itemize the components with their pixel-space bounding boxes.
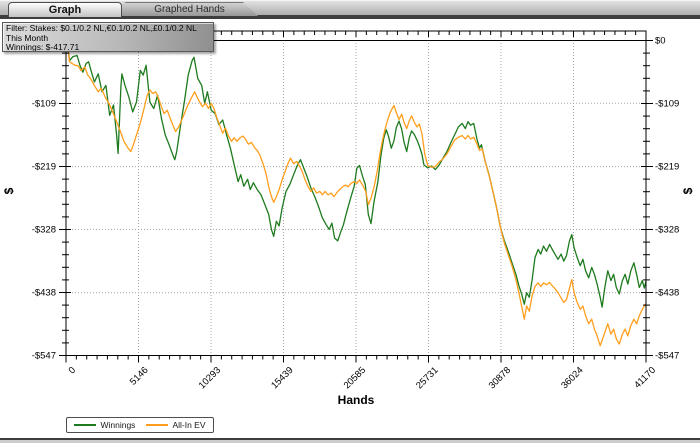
legend-label-winnings: Winnings <box>100 420 136 430</box>
bottom-frame-pad <box>0 440 700 443</box>
y-tick-labels: $0$0-$109-$109-$219-$219-$328-$328-$438-… <box>32 36 680 362</box>
all-in-ev-line <box>66 40 646 347</box>
svg-text:-$438: -$438 <box>32 288 56 299</box>
svg-text:-$219: -$219 <box>32 162 56 173</box>
legend-entry-winnings: Winnings <box>74 420 135 430</box>
svg-text:-$547: -$547 <box>32 351 56 362</box>
svg-text:$0: $0 <box>655 36 666 47</box>
svg-text:-$547: -$547 <box>655 351 679 362</box>
legend: Winnings All-In EV <box>66 417 214 433</box>
filter-period-line: This Month <box>6 32 49 43</box>
winnings-line-swatch <box>74 424 97 426</box>
y-axis-title-left: $ <box>2 187 16 195</box>
filter-winnings-line: Winnings: $-417.71 <box>6 42 80 52</box>
tab-graph[interactable]: Graph <box>8 2 122 17</box>
filter-stakes-line: Filter: Stakes: $0.1/0.2 NL,€0.1/0.2 NL,… <box>6 23 197 33</box>
winnings-line <box>66 40 646 308</box>
allin-ev-line-swatch <box>146 424 169 426</box>
tab-graphed-hands-label: Graphed Hands <box>154 4 225 15</box>
svg-text:-$109: -$109 <box>32 98 56 109</box>
svg-text:25731: 25731 <box>414 365 440 391</box>
gridlines <box>66 31 646 356</box>
x-tick-labels: 0 5146 10293 15439 20585 25731 30878 36024 41170 <box>67 365 659 391</box>
svg-text:5146: 5146 <box>128 365 151 388</box>
svg-text:-$438: -$438 <box>655 288 679 299</box>
x-axis-title: Hands <box>337 393 375 407</box>
y-axis-title-right: $ <box>681 187 695 195</box>
svg-text:36024: 36024 <box>559 365 585 391</box>
svg-text:15439: 15439 <box>269 365 295 391</box>
svg-text:41170: 41170 <box>632 365 658 391</box>
tab-graph-label: Graph <box>48 4 82 16</box>
legend-label-allin-ev: All-In EV <box>172 420 206 430</box>
svg-text:30878: 30878 <box>487 365 513 391</box>
svg-text:-$328: -$328 <box>32 224 56 235</box>
svg-text:-$109: -$109 <box>655 98 679 109</box>
tab-graphed-hands[interactable]: Graphed Hands <box>121 2 258 16</box>
legend-entry-allin-ev: All-In EV <box>146 420 206 430</box>
svg-text:0: 0 <box>67 365 79 377</box>
svg-text:-$328: -$328 <box>655 224 679 235</box>
svg-text:10293: 10293 <box>197 365 223 391</box>
filter-info-box: Filter: Stakes: $0.1/0.2 NL,€0.1/0.2 NL,… <box>2 22 214 52</box>
svg-text:20585: 20585 <box>342 365 368 391</box>
svg-text:-$219: -$219 <box>655 162 679 173</box>
tab-bar: Graph Graphed Hands <box>0 0 700 19</box>
bottom-frame-line <box>0 438 700 440</box>
